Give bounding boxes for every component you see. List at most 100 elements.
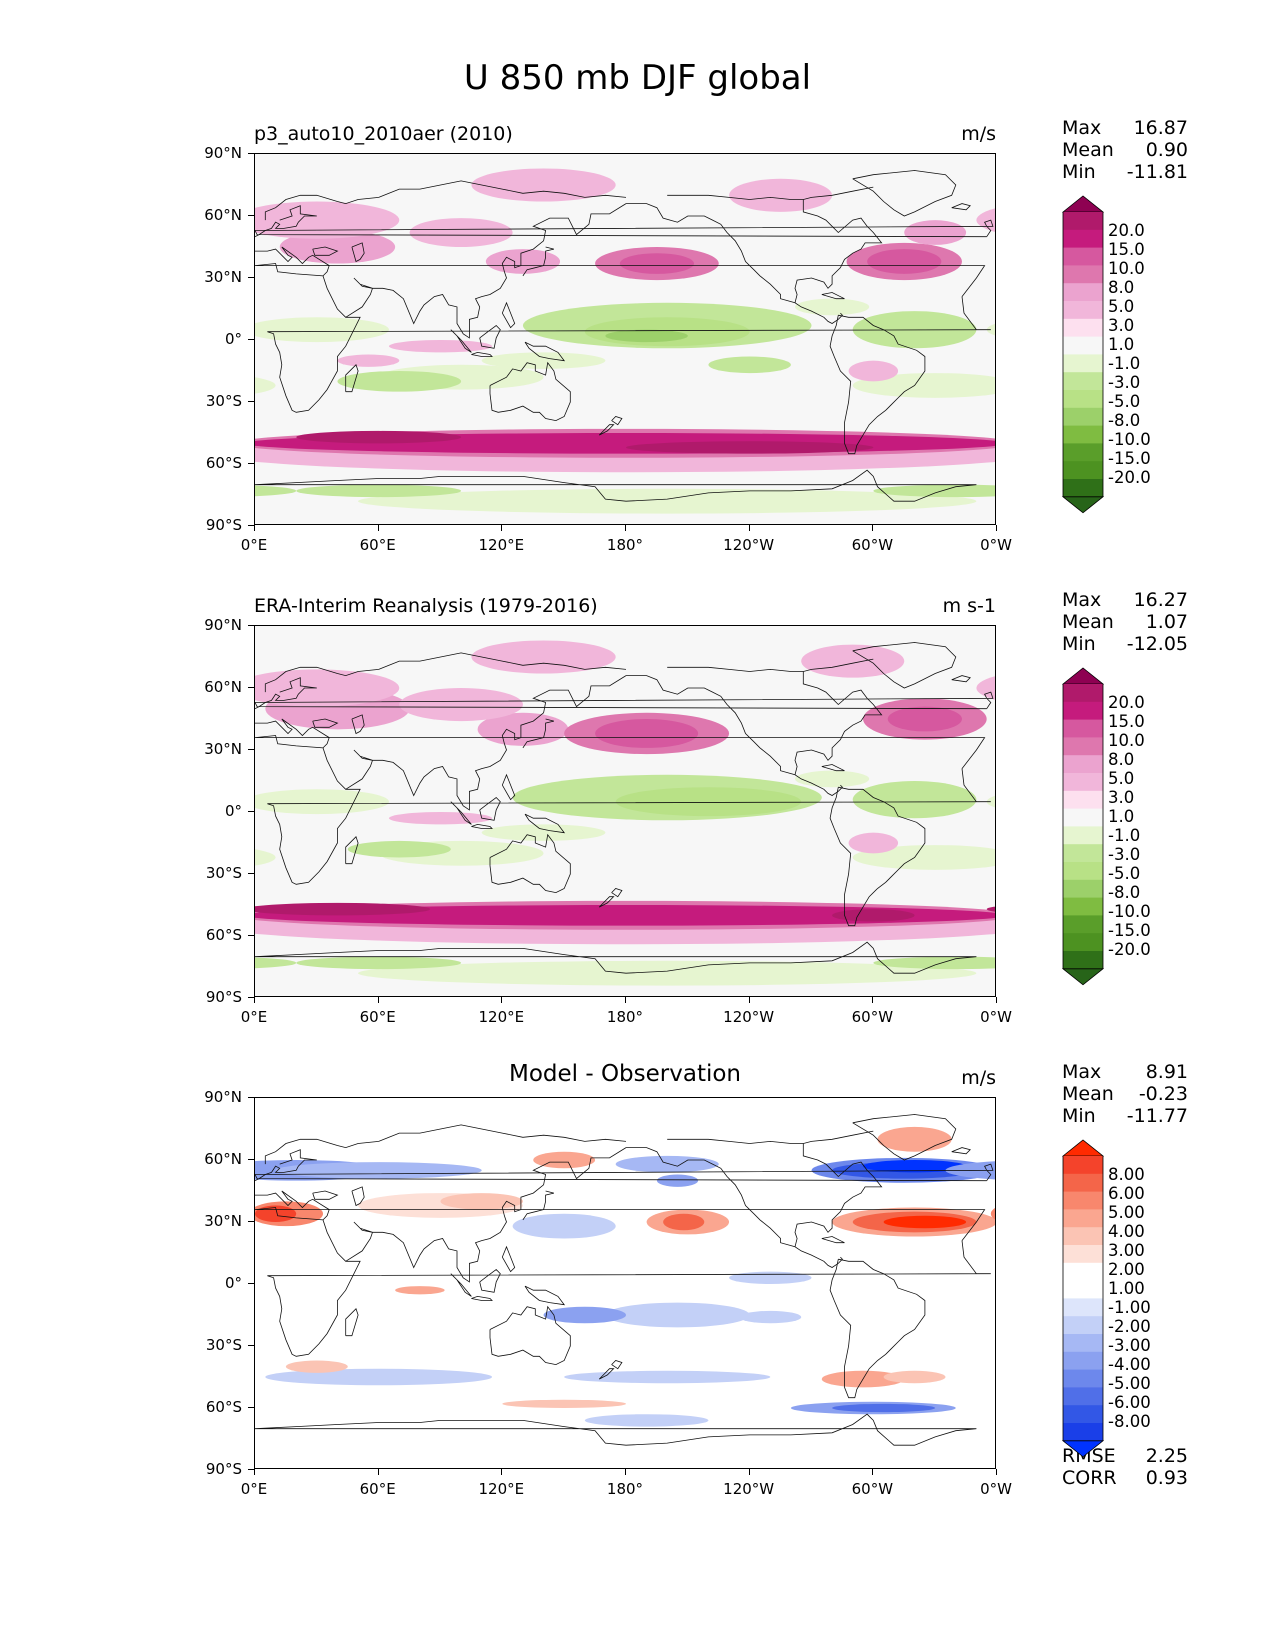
colorbar-segment [1063,425,1103,444]
coastline [951,203,971,211]
stat-label: Max [1062,1061,1102,1083]
contour-region [512,1213,616,1239]
colorbar-tick-label: 3.0 [1108,315,1135,335]
contour-region [873,484,995,498]
colorbar-tick-label: -10.0 [1108,429,1151,449]
colorbar-segment [1063,1369,1103,1388]
colorbar-segment [1063,1191,1103,1210]
contour-region [605,329,688,343]
coastline [255,941,977,974]
coastline [667,666,804,672]
lat-tick-label: 60°S [205,1398,242,1416]
contour-region [832,1403,936,1413]
coastline [852,1114,957,1161]
data-field [255,168,995,514]
colorbar-extend-max [1062,667,1104,685]
lat-tick-label: 90°N [204,616,242,634]
colorbar-tick-label: -5.0 [1108,863,1141,883]
colorbar-tick-label: -15.0 [1108,448,1151,468]
colorbar-segment [1063,318,1103,337]
contour-region [395,1286,445,1295]
contour-region [986,913,995,918]
stat-label: Mean [1062,1083,1114,1105]
lon-tick-label: 120°W [723,536,775,554]
colorbar-segment [1063,283,1103,302]
lat-tick-label: 90°S [205,516,242,534]
contour-region [255,789,389,815]
coastline [522,246,554,277]
lon-tick-mark [625,525,626,531]
colorbar-segment [1063,372,1103,391]
lat-tick-mark [248,153,254,154]
colorbar-tick-label: 1.0 [1108,806,1135,826]
colorbar-segment [1063,755,1103,774]
lon-tick-label: 60°E [359,1480,396,1498]
lat-tick-label: 60°N [204,678,242,696]
contour-region [615,787,802,817]
panel-left-title: p3_auto10_2010aer (2010) [254,123,513,145]
contour-region [986,323,995,336]
colorbar-extend-max [1062,1139,1104,1157]
contour-region [877,1126,952,1152]
colorbar-segment [1063,390,1103,409]
colorbar-segment [1063,443,1103,462]
contour-region [801,644,905,678]
colorbar-tick-label: -1.00 [1108,1297,1151,1317]
colorbar-tick-label: 20.0 [1108,692,1145,712]
contour-region [481,824,606,841]
lat-tick-label: 30°N [204,268,242,286]
colorbar-segment [1063,719,1103,738]
lon-tick-mark [254,997,255,1003]
contour-region [279,230,396,264]
colorbar-segment [1063,212,1103,231]
coastline [264,180,627,221]
lat-tick-label: 90°N [204,144,242,162]
contour-region [852,781,977,819]
coastline [255,469,977,502]
contour-region [584,1414,709,1427]
lat-tick-label: 60°N [204,206,242,224]
coastline [450,801,472,825]
lat-tick-mark [248,935,254,936]
lon-tick-mark [872,997,874,1003]
coastline-layer [255,642,994,974]
colorbar-tick-label: -3.00 [1108,1335,1151,1355]
lon-tick-label: 120°E [478,1480,525,1498]
contour-region [533,1151,596,1169]
lat-tick-label: 30°N [204,1212,242,1230]
coastline [626,203,843,324]
colorbar-tick-label: -5.00 [1108,1373,1151,1393]
lat-tick-label: 0° [224,330,242,348]
contour-region [852,373,995,398]
stat-label: Max [1062,589,1102,611]
lat-tick-mark [248,1097,254,1098]
lon-tick-label: 120°W [723,1008,775,1026]
coastline [351,714,365,735]
colorbar-tick-label: 6.00 [1108,1183,1145,1203]
colorbar-extend-min [1062,968,1104,986]
coastline [829,314,926,455]
coastline [479,1268,501,1293]
stat-value: -0.23 [1138,1083,1188,1105]
colorbar-tick-label: -5.0 [1108,391,1141,411]
colorbar-segment [1063,808,1103,827]
coastline [829,1258,926,1399]
map-panel [254,153,996,525]
contour-region [543,1306,626,1324]
colorbar-tick-label: -6.00 [1108,1392,1151,1412]
lat-tick-label: 60°N [204,1150,242,1168]
colorbar [1062,195,1104,514]
stat-value: -11.81 [1126,161,1188,183]
contour-region [873,956,995,970]
contour-region [863,1160,967,1173]
coastline [794,1130,883,1247]
coastline [489,361,571,422]
coastline [312,246,339,256]
coastline [626,1147,843,1268]
data-field [255,1126,995,1427]
coastline [489,833,571,894]
colorbar-tick-label: -8.00 [1108,1411,1151,1431]
coastline-layer [255,170,994,502]
colorbar-segment [1063,1423,1103,1442]
colorbar-segment [1063,951,1103,970]
